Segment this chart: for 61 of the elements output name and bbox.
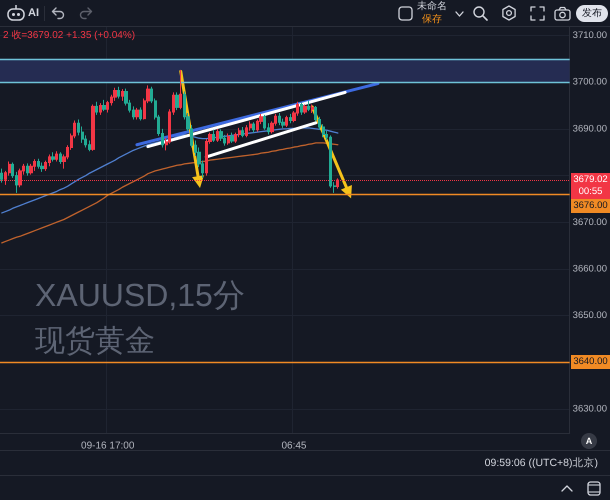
candlestick xyxy=(219,128,223,142)
candlestick xyxy=(95,101,98,116)
candlestick xyxy=(175,92,179,111)
y-tick-label: 3660.00 xyxy=(572,264,608,275)
text: 09:59:06 ((UTC+8)北京) xyxy=(484,457,598,470)
line-series xyxy=(1,127,338,214)
candlestick xyxy=(135,107,139,120)
candlestick xyxy=(252,122,255,134)
ref-line-label: 3676.00 xyxy=(571,199,610,214)
text: AI xyxy=(28,7,39,20)
candlestick xyxy=(29,163,33,176)
candlestick xyxy=(307,100,310,112)
ref-line-label: 3640.00 xyxy=(571,355,610,370)
candlestick xyxy=(40,162,44,172)
candlestick xyxy=(59,152,62,164)
candlestick xyxy=(102,99,106,112)
candlestick xyxy=(91,104,95,152)
candlestick xyxy=(121,88,124,102)
candlestick xyxy=(263,114,266,130)
candlestick xyxy=(216,128,219,142)
candlestick xyxy=(212,129,215,142)
line-series xyxy=(1,142,338,244)
candlestick xyxy=(278,112,281,126)
auto-scale-button: A xyxy=(581,433,597,449)
candlestick xyxy=(37,158,40,170)
candlestick xyxy=(113,87,117,102)
candlestick xyxy=(230,132,234,144)
candlestick xyxy=(245,124,248,138)
text: XAUUSD,15分 xyxy=(35,277,245,313)
candlestick xyxy=(234,132,237,144)
candlestick xyxy=(289,113,292,124)
text: 未命名 xyxy=(417,1,447,12)
candlestick xyxy=(48,154,51,167)
text: 保存 xyxy=(422,14,442,26)
ref-line-label: 3679.02 00:55 xyxy=(571,173,610,200)
candlestick xyxy=(33,158,36,172)
candlestick xyxy=(241,126,244,138)
candlestick xyxy=(227,133,230,146)
candlestick xyxy=(99,102,102,116)
x-tick-label: 09-16 17:00 xyxy=(81,440,135,452)
candlestick xyxy=(55,150,58,162)
candlestick xyxy=(117,86,120,99)
candlestick xyxy=(300,102,303,116)
y-tick-label: 3700.00 xyxy=(572,76,608,88)
x-tick-label: 06:45 xyxy=(281,440,307,452)
annotation: 2 收=3679.02 +1.35 (+0.04%) xyxy=(3,30,136,42)
y-tick-label: 3670.00 xyxy=(572,216,608,228)
y-tick-label: 3710.00 xyxy=(572,30,608,41)
y-tick-label: 3650.00 xyxy=(572,310,608,322)
candlestick xyxy=(0,168,3,184)
candlestick xyxy=(303,104,307,114)
candlestick xyxy=(26,162,29,176)
candlestick xyxy=(139,106,142,121)
y-tick-label: 3690.00 xyxy=(572,123,608,134)
candlestick xyxy=(311,104,314,114)
candlestick xyxy=(285,115,288,128)
y-tick-label: 3630.00 xyxy=(572,404,608,415)
publish-button: 发布 xyxy=(576,5,608,22)
text: 现货黄金 xyxy=(35,324,155,358)
candlestick xyxy=(179,69,182,110)
candlestick xyxy=(51,152,55,162)
